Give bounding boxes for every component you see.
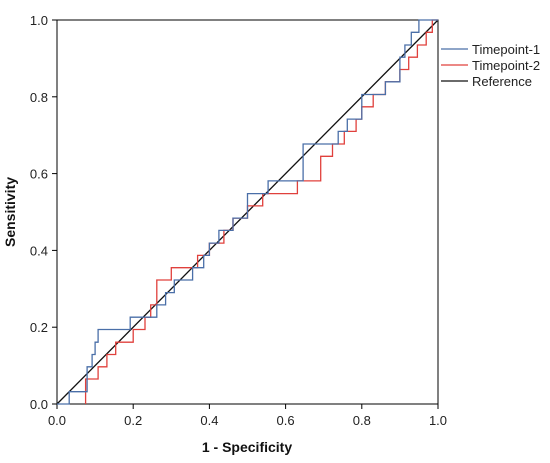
x-tick-label: 0.4 [200, 413, 218, 428]
y-tick-marks: 0.0 0.2 0.4 0.6 0.8 1.0 [30, 13, 57, 412]
legend-label-timepoint-2: Timepoint-2 [472, 58, 540, 73]
x-tick-label: 0.2 [124, 413, 142, 428]
x-axis-title: 1 - Specificity [202, 439, 292, 455]
x-tick-marks: 0.0 0.2 0.4 0.6 0.8 1.0 [48, 404, 447, 428]
y-tick-label: 0.0 [30, 397, 48, 412]
legend-label-timepoint-1: Timepoint-1 [472, 42, 540, 57]
y-tick-label: 0.4 [30, 243, 48, 258]
y-tick-label: 0.2 [30, 320, 48, 335]
series-group [56, 19, 439, 405]
x-tick-label: 0.8 [353, 413, 371, 428]
x-tick-label: 0.0 [48, 413, 66, 428]
series-line-timepoint-1 [57, 19, 438, 405]
x-tick-label: 1.0 [429, 413, 447, 428]
y-tick-label: 0.8 [30, 90, 48, 105]
legend-label-reference: Reference [472, 74, 532, 89]
y-tick-label: 0.6 [30, 167, 48, 182]
x-tick-label: 0.6 [277, 413, 295, 428]
y-tick-label: 1.0 [30, 13, 48, 28]
y-axis-title: Sensitivity [2, 177, 18, 247]
